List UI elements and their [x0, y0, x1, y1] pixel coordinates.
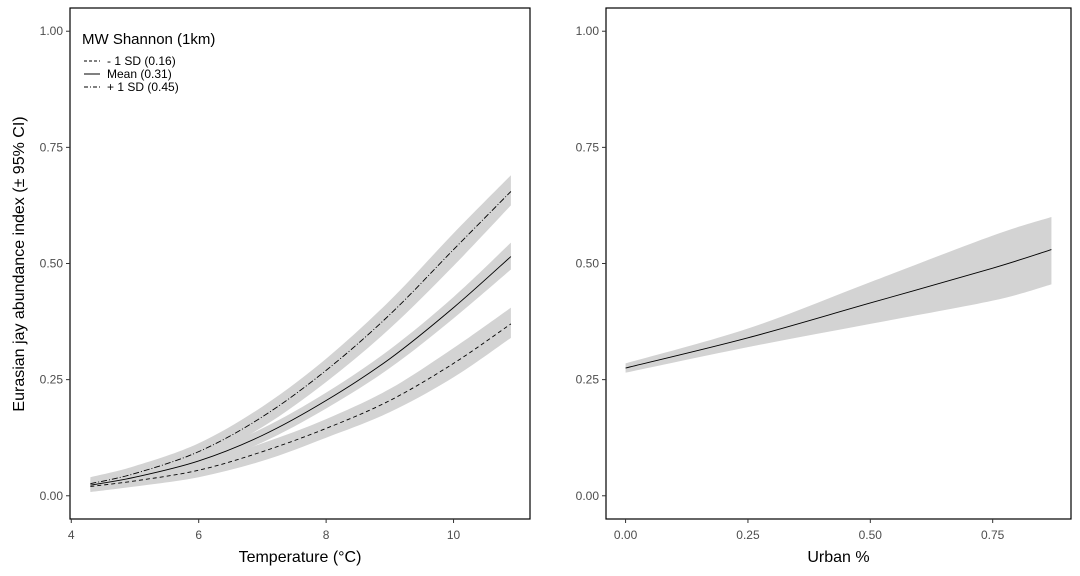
series-line-1: [625, 249, 1052, 369]
y-tick-label: 0.75: [40, 140, 64, 154]
series-line-3: [90, 191, 512, 485]
y-tick-label: 0.50: [40, 257, 64, 271]
temperature-panel: 0.00 0.25 0.50 0.75 1.00 4 6 8 10 Temperature (°C…: [40, 7, 531, 566]
x-axis-label: Urban %: [807, 549, 869, 566]
legend-label-3: + 1 SD (0.45): [107, 80, 179, 94]
x-axis-label: Temperature (°C): [239, 549, 362, 566]
urban-panel: 0.00 0.25 0.50 0.75 1.00 0.00 0.25 0.50 0.75 Urba…: [576, 7, 1072, 566]
legend: MW Shannon (1km) - 1 SD (0.16)Mean (0.31)…: [82, 31, 215, 94]
legend-label-2: Mean (0.31): [107, 67, 172, 81]
y-tick-label: 0.00: [576, 489, 600, 503]
legend-title: MW Shannon (1km): [82, 31, 215, 48]
y-tick-label: 0.25: [40, 373, 64, 387]
y-tick-label: 1.00: [40, 24, 64, 38]
legend-label-1: - 1 SD (0.16): [107, 54, 176, 68]
y-tick-label: 0.50: [576, 257, 600, 271]
x-tick-label: 0.25: [736, 528, 760, 542]
y-tick-label: 0.00: [40, 489, 64, 503]
x-tick-label: 0.00: [614, 528, 638, 542]
y-tick-label: 1.00: [576, 24, 600, 38]
x-tick-label: 10: [447, 528, 461, 542]
x-tick-label: 8: [323, 528, 330, 542]
x-tick-label: 0.75: [981, 528, 1005, 542]
x-tick-label: 6: [195, 528, 202, 542]
x-tick-label: 0.50: [859, 528, 883, 542]
y-tick-label: 0.25: [576, 373, 600, 387]
series-line-1: [90, 323, 512, 487]
y-axis-label: Eurasian jay abundance index (± 95% CI): [11, 116, 28, 411]
x-tick-label: 4: [68, 528, 75, 542]
y-tick-label: 0.75: [576, 140, 600, 154]
confidence-band-1: [625, 217, 1052, 373]
series-line-2: [90, 256, 512, 486]
